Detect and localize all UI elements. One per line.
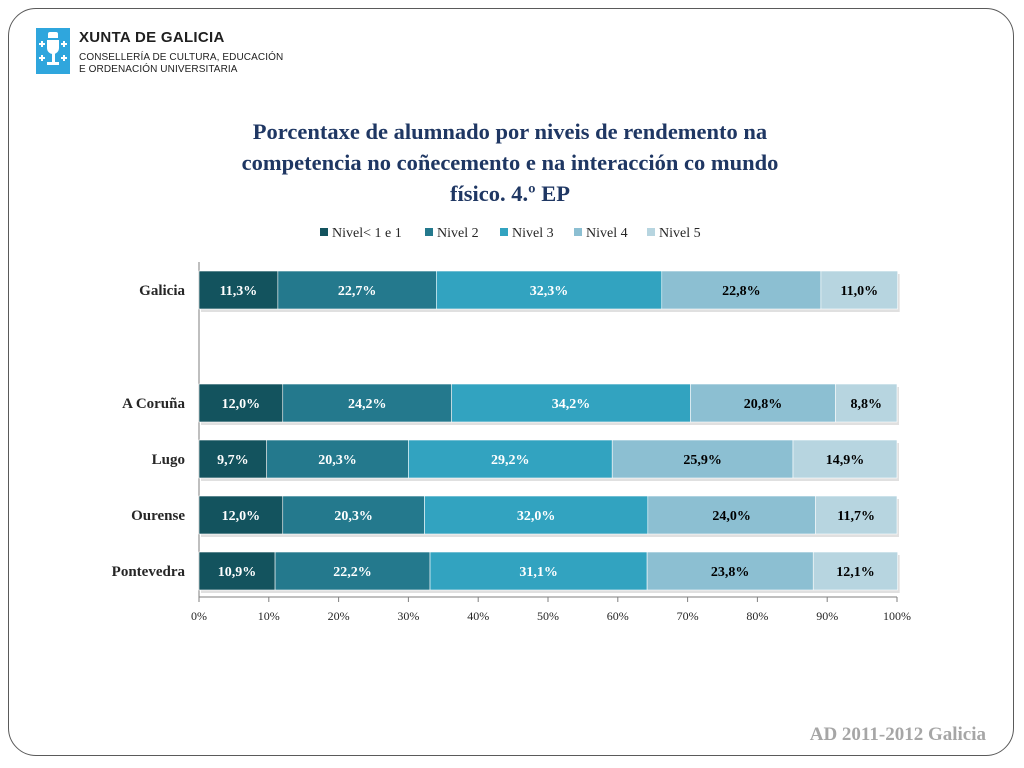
legend-label-nivel-2: Nivel 2 xyxy=(437,226,479,241)
data-label-pontevedra-nivel-2: 22,2% xyxy=(333,565,372,580)
bar-galicia-nivel-1-e-1 xyxy=(198,270,279,310)
bar-lugo-nivel-3 xyxy=(408,439,613,479)
legend-label-nivel-4: Nivel 4 xyxy=(586,226,628,241)
x-tick-label: 100% xyxy=(883,609,911,623)
data-label-lugo-nivel-1-e-1: 9,7% xyxy=(217,453,249,468)
bar-galicia-nivel-4 xyxy=(661,270,822,310)
data-label-pontevedra-nivel-5: 12,1% xyxy=(836,565,875,580)
bar-a-coruna-nivel-2 xyxy=(282,383,452,423)
x-tick-label: 20% xyxy=(328,609,350,623)
bar-lugo-nivel-5 xyxy=(792,439,898,479)
chart-title-line3: físico. 4.º EP xyxy=(450,181,570,206)
bar-a-coruna-nivel-5 xyxy=(835,383,898,423)
legend-swatch-nivel-5 xyxy=(647,228,655,236)
legend-swatch-nivel-2 xyxy=(425,228,433,236)
bar-ourense-nivel-4 xyxy=(647,495,816,535)
data-label-pontevedra-nivel-3: 31,1% xyxy=(519,565,558,580)
xunta-logo: XUNTA DE GALICIA CONSELLERÍA DE CULTURA,… xyxy=(36,28,296,78)
x-tick-label: 0% xyxy=(191,609,207,623)
bar-lugo-nivel-1-e-1 xyxy=(198,439,268,479)
data-label-lugo-nivel-5: 14,9% xyxy=(826,453,865,468)
bar-a-coruna-nivel-3 xyxy=(451,383,691,423)
x-tick-label: 70% xyxy=(677,609,699,623)
data-label-ourense-nivel-1-e-1: 12,0% xyxy=(222,509,261,524)
x-tick-label: 30% xyxy=(397,609,419,623)
x-tick-label: 90% xyxy=(816,609,838,623)
data-label-lugo-nivel-2: 20,3% xyxy=(318,453,357,468)
data-label-galicia-nivel-3: 32,3% xyxy=(530,284,569,299)
bar-pontevedra-nivel-3 xyxy=(429,551,648,591)
bar-pontevedra-nivel-1-e-1 xyxy=(198,551,276,591)
data-label-ourense-nivel-2: 20,3% xyxy=(334,509,373,524)
bar-a-coruna-nivel-1-e-1 xyxy=(198,383,284,423)
chart-title-line2: competencia no coñecemento e na interacc… xyxy=(241,150,779,175)
data-label-ourense-nivel-5: 11,7% xyxy=(837,509,875,524)
data-label-lugo-nivel-3: 29,2% xyxy=(491,453,530,468)
bar-pontevedra-nivel-2 xyxy=(274,551,431,591)
x-tick-label: 80% xyxy=(746,609,768,623)
data-label-a-coruna-nivel-1-e-1: 12,0% xyxy=(222,397,261,412)
x-tick-label: 40% xyxy=(467,609,489,623)
data-label-lugo-nivel-4: 25,9% xyxy=(683,453,722,468)
bar-pontevedra-nivel-4 xyxy=(646,551,814,591)
bar-lugo-nivel-4 xyxy=(611,439,794,479)
slide-frame xyxy=(8,8,1014,756)
bar-ourense-nivel-5 xyxy=(815,495,898,535)
legend-swatch-nivel-3 xyxy=(500,228,508,236)
x-tick-label: 60% xyxy=(607,609,629,623)
data-label-pontevedra-nivel-1-e-1: 10,9% xyxy=(218,565,257,580)
logo-subtitle-line1: CONSELLERÍA DE CULTURA, EDUCACIÓN xyxy=(79,52,284,63)
data-label-galicia-nivel-1-e-1: 11,3% xyxy=(220,284,258,299)
chart-title: Porcentaxe de alumnado por niveis de ren… xyxy=(150,116,870,209)
legend-label-nivel-3: Nivel 3 xyxy=(512,226,554,241)
galicia-emblem-icon xyxy=(36,28,70,74)
bar-ourense-nivel-3 xyxy=(424,495,649,535)
bar-galicia-nivel-3 xyxy=(436,270,663,310)
data-label-a-coruna-nivel-4: 20,8% xyxy=(744,397,783,412)
data-label-a-coruna-nivel-2: 24,2% xyxy=(348,397,387,412)
data-label-ourense-nivel-3: 32,0% xyxy=(517,509,556,524)
bar-ourense-nivel-1-e-1 xyxy=(198,495,284,535)
bar-a-coruna-nivel-4 xyxy=(690,383,836,423)
x-tick-label: 50% xyxy=(537,609,559,623)
data-label-galicia-nivel-2: 22,7% xyxy=(338,284,377,299)
bar-galicia-nivel-2 xyxy=(277,270,437,310)
bar-galicia-nivel-5 xyxy=(820,270,898,310)
data-label-galicia-nivel-5: 11,0% xyxy=(840,284,878,299)
data-label-a-coruna-nivel-5: 8,8% xyxy=(851,397,883,412)
category-label-ourense: Ourense xyxy=(131,508,185,524)
bar-ourense-nivel-2 xyxy=(282,495,425,535)
logo-subtitle-line2: E ORDENACIÓN UNIVERSITARIA xyxy=(79,64,238,75)
x-tick-label: 10% xyxy=(258,609,280,623)
category-label-pontevedra: Pontevedra xyxy=(112,564,186,580)
bar-pontevedra-nivel-5 xyxy=(812,551,898,591)
data-label-galicia-nivel-4: 22,8% xyxy=(722,284,761,299)
legend-label-nivel-1-e-1: Nivel< 1 e 1 xyxy=(332,226,402,241)
legend-swatch-nivel-4 xyxy=(574,228,582,236)
category-label-lugo: Lugo xyxy=(152,452,185,468)
logo-title: XUNTA DE GALICIA xyxy=(79,29,225,46)
data-label-a-coruna-nivel-3: 34,2% xyxy=(552,397,591,412)
category-label-a-coruna: A Coruña xyxy=(122,396,185,412)
data-label-ourense-nivel-4: 24,0% xyxy=(712,509,751,524)
category-label-galicia: Galicia xyxy=(139,283,185,299)
legend-swatch-nivel-1-e-1 xyxy=(320,228,328,236)
chart-title-line1: Porcentaxe de alumnado por niveis de ren… xyxy=(252,119,768,144)
legend-label-nivel-5: Nivel 5 xyxy=(659,226,701,241)
data-label-pontevedra-nivel-4: 23,8% xyxy=(711,565,750,580)
bar-lugo-nivel-2 xyxy=(266,439,409,479)
footer-label: AD 2011-2012 Galicia xyxy=(809,724,986,745)
